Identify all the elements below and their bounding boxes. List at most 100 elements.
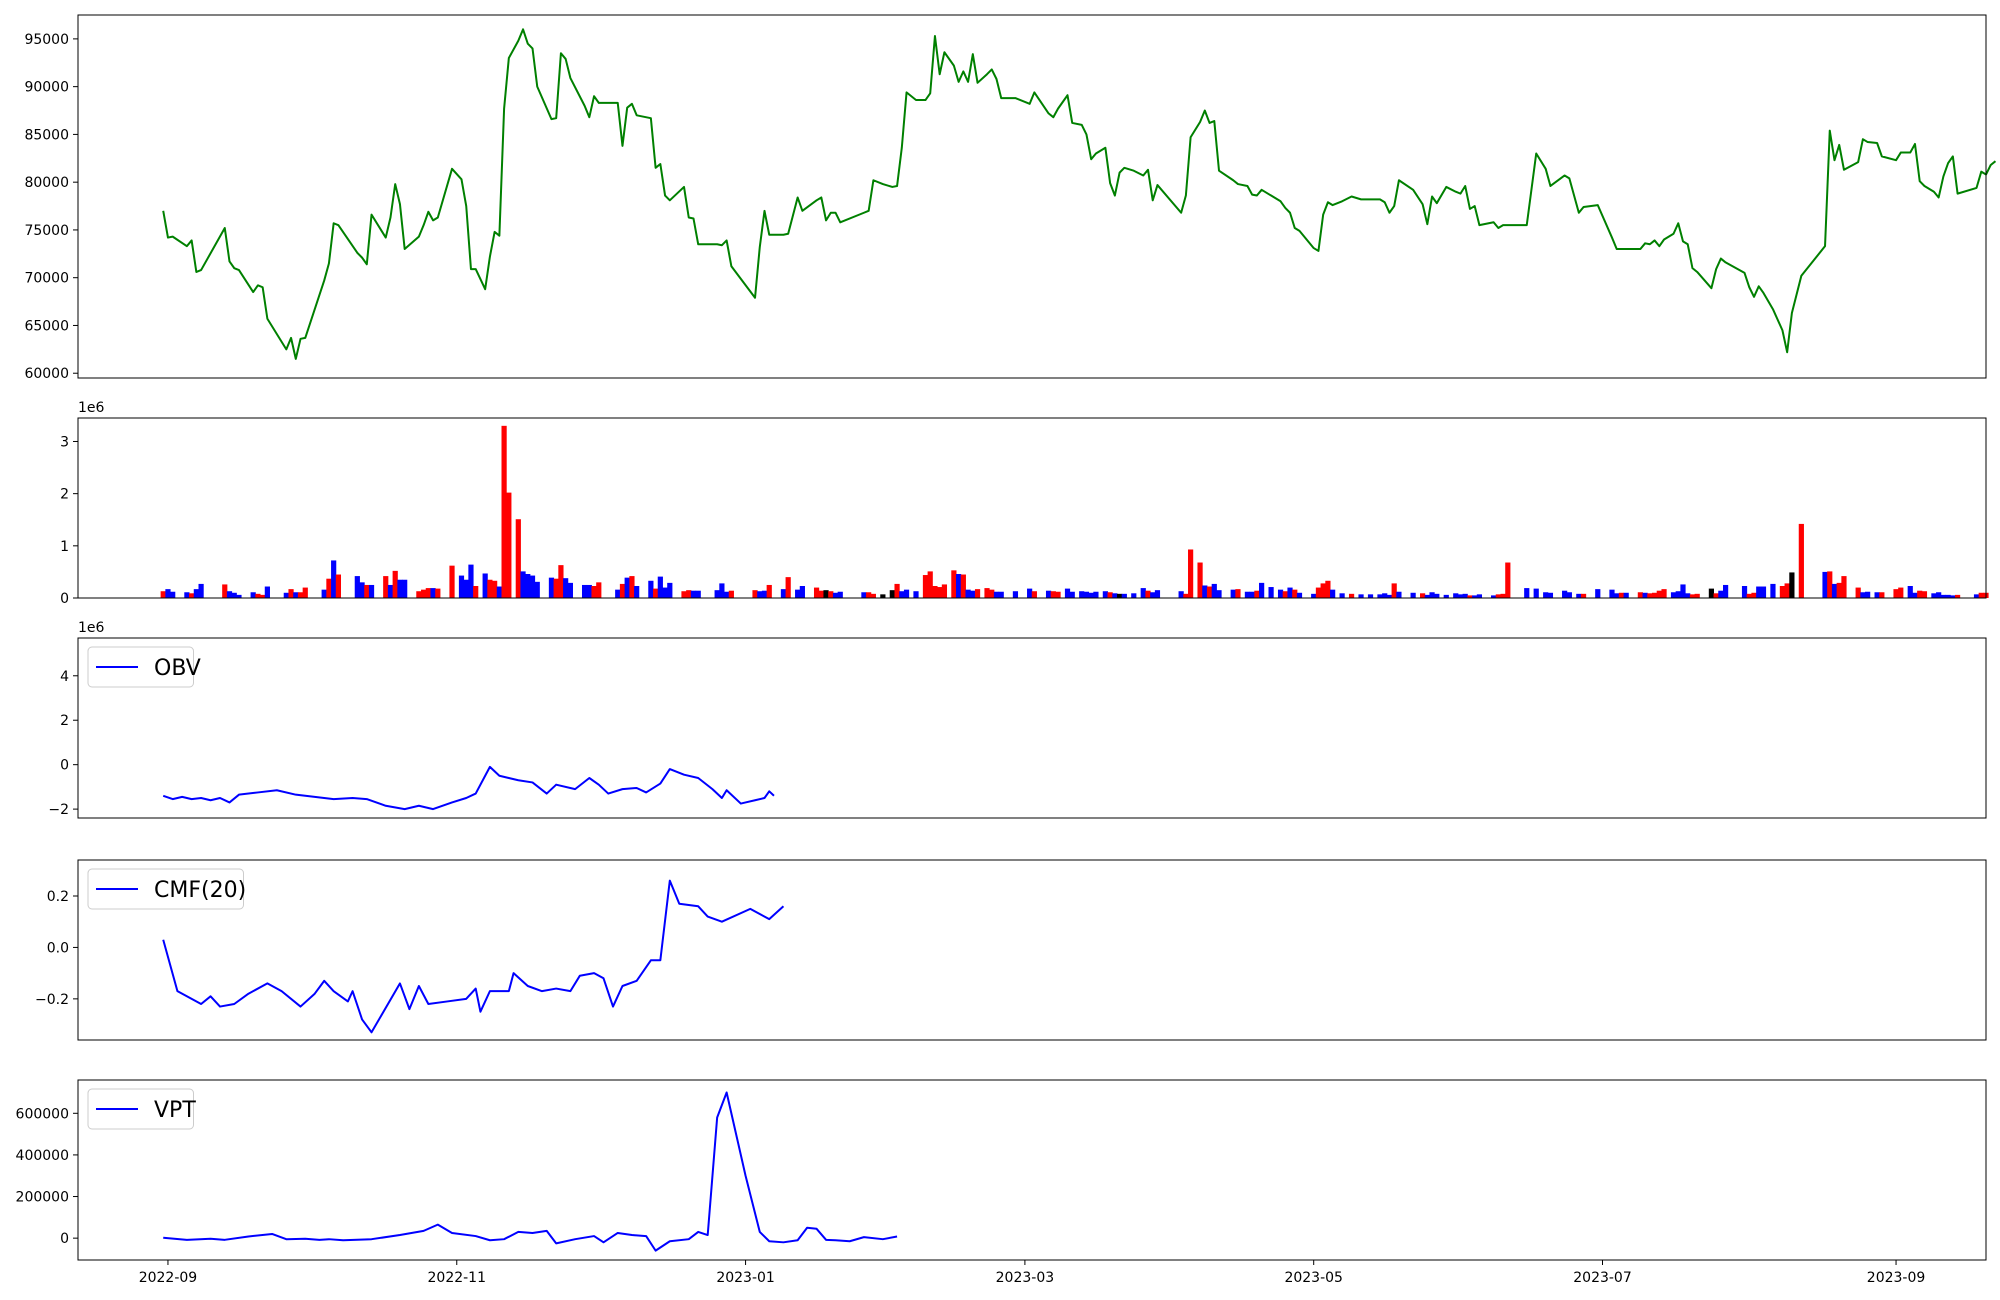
volume-bar — [548, 577, 555, 598]
volume-bar — [757, 591, 763, 598]
volume-bar — [1348, 593, 1355, 598]
x-tick-label: 2022-09 — [139, 1270, 198, 1286]
volume-bar — [1746, 593, 1752, 598]
volume-bar — [813, 587, 820, 598]
volume-bar — [1576, 593, 1582, 598]
volume-bar — [492, 580, 498, 598]
volume-bar — [1841, 576, 1847, 598]
vpt-panel: 0 200000 400000 600000 VPT 2022-09 2022-11 2023… — [16, 1079, 1987, 1286]
volume-bar — [894, 583, 900, 598]
volume-bar — [1386, 594, 1393, 598]
volume-bar — [1647, 593, 1653, 598]
volume-bar — [1320, 583, 1326, 598]
volume-bar — [1931, 593, 1937, 598]
volume-bar — [1770, 583, 1776, 598]
volume-bar — [397, 579, 403, 598]
volume-bar — [359, 582, 365, 598]
y-tick-label: 0 — [60, 591, 69, 607]
volume-bar — [430, 588, 436, 598]
volume-bar — [387, 584, 394, 598]
volume-bar — [1656, 590, 1662, 598]
volume-bar — [1524, 588, 1530, 598]
volume-bar — [1216, 590, 1222, 598]
volume-bar — [1145, 590, 1151, 598]
volume-bar — [766, 584, 772, 598]
volume-bar — [165, 589, 171, 598]
volume-bar — [331, 560, 337, 598]
volume-bar — [581, 584, 588, 598]
volume-bar — [951, 570, 957, 598]
volume-bar — [1533, 588, 1539, 598]
volume-bar — [965, 589, 971, 598]
volume-bar — [1112, 593, 1118, 598]
volume-bar — [634, 586, 640, 598]
y-tick-label: 65000 — [24, 318, 69, 334]
volume-bar — [1950, 595, 1956, 598]
volume-bar — [392, 570, 398, 598]
volume-bar — [714, 590, 720, 598]
volume-bar — [1500, 593, 1506, 598]
volume-bar — [501, 425, 507, 598]
volume-bar — [837, 591, 843, 598]
volume-bar — [1027, 588, 1033, 598]
volume-bar — [160, 591, 166, 598]
volume-bar — [222, 584, 228, 598]
volume-bar — [780, 589, 787, 598]
volume-bar — [198, 583, 204, 598]
volume-bar — [1277, 589, 1284, 598]
volume-bar — [468, 564, 474, 598]
volume-bar — [250, 592, 256, 598]
volume-bar — [785, 577, 791, 598]
y-tick-label: 600000 — [16, 1106, 69, 1122]
volume-bar — [1358, 594, 1364, 598]
volume-bar — [1543, 592, 1549, 598]
volume-bar — [435, 588, 441, 598]
x-tick-label: 2023-05 — [1284, 1270, 1343, 1286]
volume-bar — [1069, 591, 1075, 598]
volume-bar — [1424, 594, 1430, 598]
volume-bar — [1642, 592, 1648, 598]
volume-bar — [1898, 587, 1904, 598]
volume-bar — [1476, 594, 1483, 598]
legend-box — [87, 1088, 194, 1130]
y-tick-label: 2 — [60, 713, 69, 729]
volume-bar — [1723, 584, 1729, 598]
volume-bar — [1339, 593, 1345, 598]
volume-bar — [354, 576, 360, 598]
volume-bar — [586, 584, 592, 598]
volume-bar — [321, 589, 327, 598]
y-tick-label: 400000 — [16, 1148, 69, 1164]
volume-bar — [1410, 592, 1416, 598]
volume-bar — [880, 594, 886, 598]
volume-bar — [932, 586, 938, 598]
volume-bar — [283, 592, 289, 598]
volume-bar — [974, 589, 981, 598]
volume-bar — [1083, 591, 1090, 598]
volume-bar — [1391, 583, 1397, 598]
volume-bar — [870, 593, 876, 598]
volume-bar — [761, 590, 768, 598]
volume-bar — [487, 579, 493, 598]
volume-bar — [1315, 587, 1322, 598]
volume-bar — [383, 576, 389, 598]
volume-bar — [993, 591, 1000, 598]
y-tick-label: 75000 — [24, 223, 69, 239]
y-tick-label: 4 — [60, 669, 69, 685]
volume-bar — [260, 594, 266, 598]
volume-bar — [482, 573, 488, 598]
volume-bar — [690, 590, 697, 598]
volume-bar — [1472, 595, 1478, 598]
volume-bar — [534, 581, 540, 598]
volume-bar — [1860, 592, 1866, 598]
volume-bar — [1268, 587, 1274, 598]
cmf-series-line — [162, 879, 785, 1034]
volume-bar — [170, 591, 176, 598]
volume-bar — [1689, 594, 1696, 598]
legend-box — [87, 646, 194, 688]
volume-bar — [1784, 583, 1790, 598]
volume-bar — [1954, 594, 1961, 598]
volume-bar — [368, 584, 375, 598]
vpt-axes-frame — [77, 1079, 1987, 1261]
volume-bar — [1012, 591, 1019, 598]
